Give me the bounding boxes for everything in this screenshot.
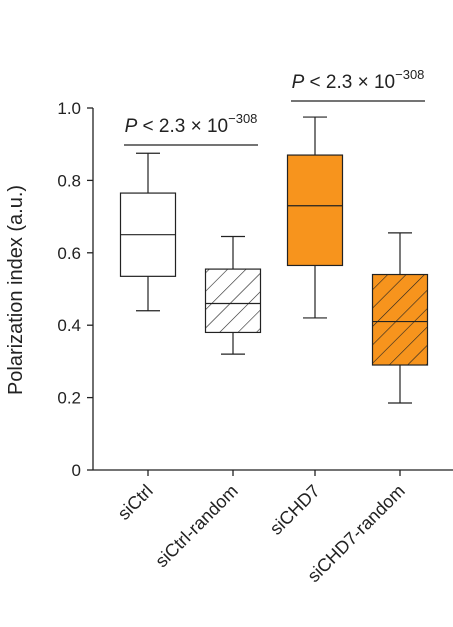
p-symbol: P (125, 116, 138, 137)
box-siCtrl-random (204, 235, 262, 355)
p-symbol: P (292, 72, 305, 93)
box-siCHD7-random (371, 232, 429, 404)
p-value-text: < 2.3 × 10 (137, 116, 228, 137)
significance-label: P < 2.3 × 10−308 (125, 111, 258, 137)
significance-label: P < 2.3 × 10−308 (292, 67, 425, 93)
boxes-group (119, 116, 429, 404)
box-siCtrl (119, 152, 177, 312)
p-value-text: < 2.3 × 10 (304, 72, 395, 93)
significance-annotation: P < 2.3 × 10−308 (124, 111, 258, 146)
y-tick-label: 0.6 (57, 244, 81, 263)
x-tick-label: siCtrl-random (151, 481, 242, 572)
y-axis-title: Polarization index (a.u.) (5, 185, 27, 395)
p-value-exponent: −308 (228, 111, 257, 126)
box-hatch (205, 269, 261, 333)
p-value-exponent: −308 (395, 67, 424, 82)
x-tick-label: siCHD7 (266, 481, 324, 539)
y-tick-label: 0.2 (57, 389, 81, 408)
box-hatch (372, 274, 428, 366)
y-tick-label: 0.8 (57, 171, 81, 190)
y-tick-label: 1.0 (57, 99, 81, 118)
y-tick-label: 0 (72, 461, 81, 480)
significance-annotation: P < 2.3 × 10−308 (291, 67, 425, 102)
box-siCHD7 (286, 116, 344, 319)
box-body (286, 154, 344, 267)
x-tick-label: siCtrl (114, 481, 157, 524)
y-tick-label: 0.4 (57, 316, 81, 335)
